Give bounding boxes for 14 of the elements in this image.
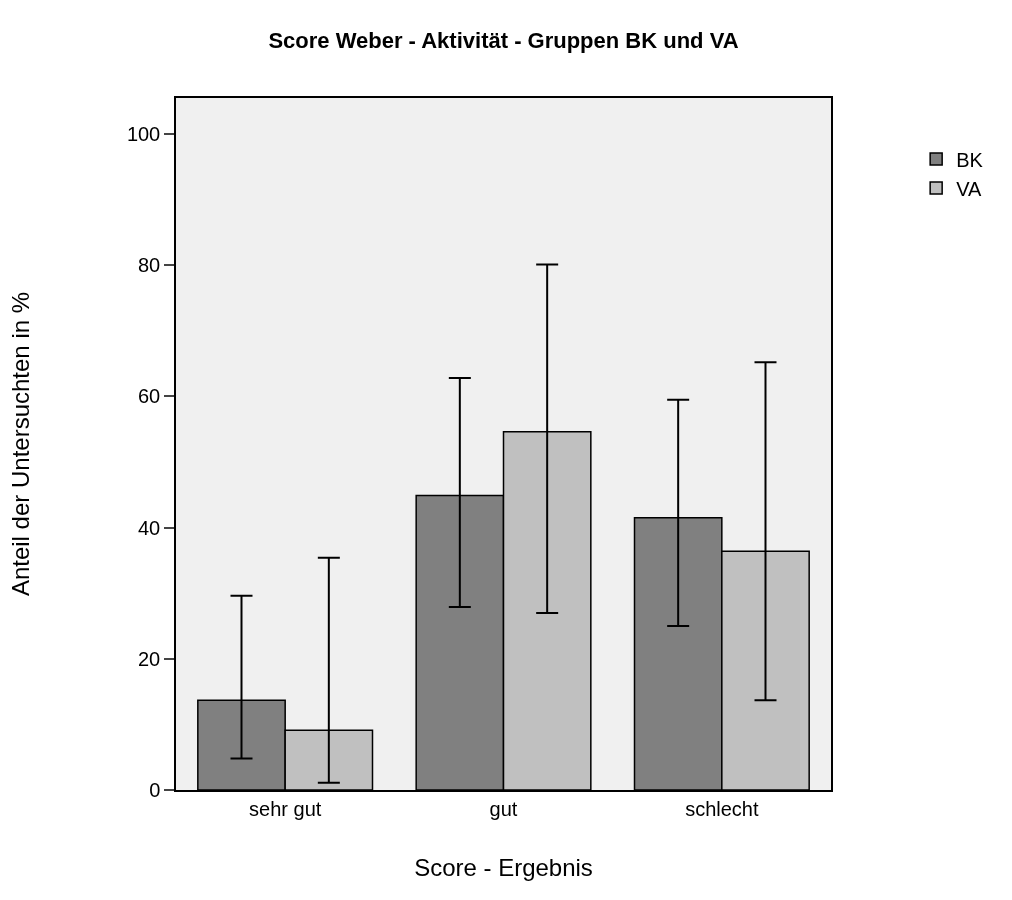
x-tick-label: gut xyxy=(489,797,518,820)
y-axis-title: Anteil der Untersuchten in % xyxy=(7,291,35,597)
y-tick-label: 60 xyxy=(138,385,161,408)
legend-label: VA xyxy=(956,177,983,200)
y-tick-label: 80 xyxy=(138,254,161,277)
x-tick-label: schlecht xyxy=(685,797,759,820)
chart-title: Score Weber - Aktivität - Gruppen BK und VA xyxy=(268,28,739,54)
x-axis-title: Score - Ergebnis xyxy=(414,853,593,881)
y-tick-label: 0 xyxy=(149,779,161,801)
y-tick-label: 40 xyxy=(138,516,161,539)
x-tick-label: sehr gut xyxy=(249,797,322,820)
y-tick-label: 100 xyxy=(126,123,161,146)
y-tick-label: 20 xyxy=(138,647,161,670)
legend-label: BK xyxy=(956,148,984,171)
